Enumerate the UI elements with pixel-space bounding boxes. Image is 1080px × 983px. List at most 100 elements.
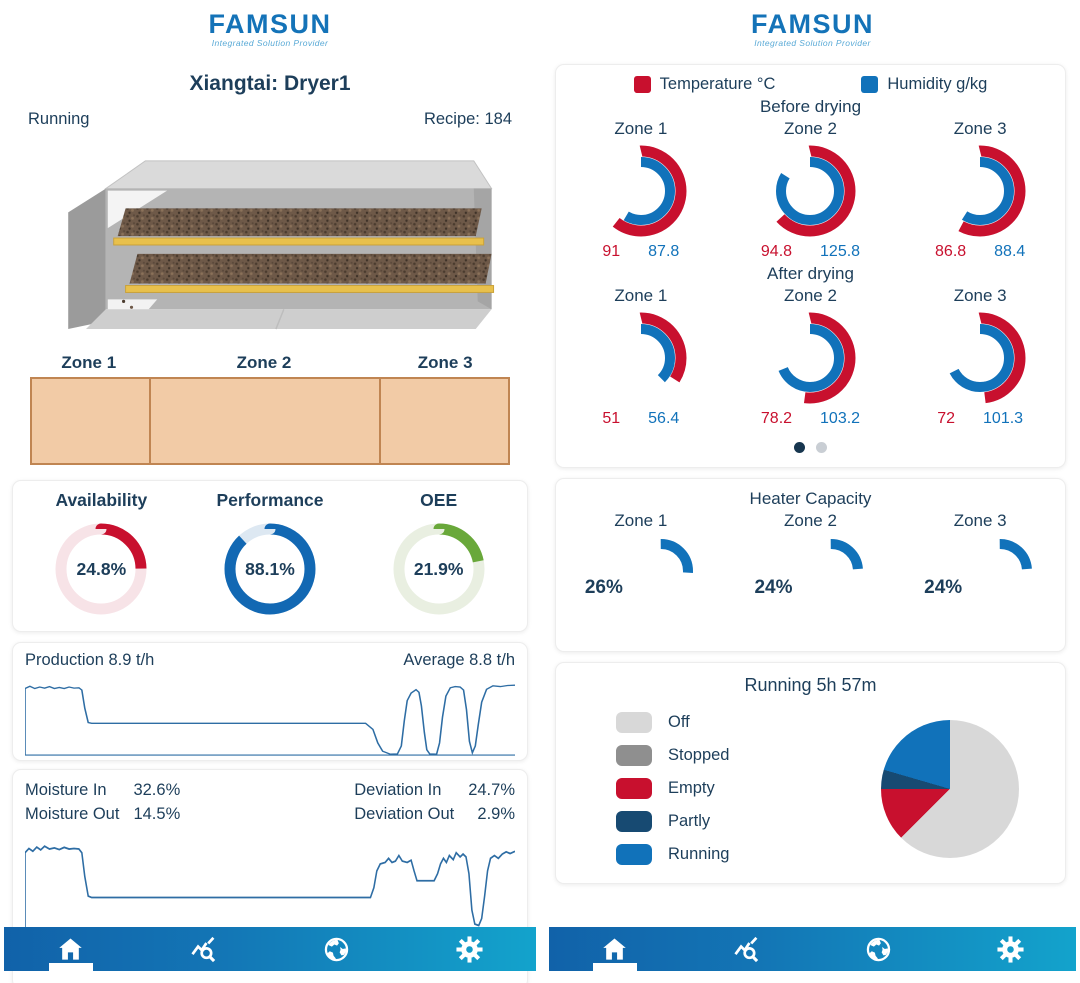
legend-label: Humidity g/kg <box>887 75 988 93</box>
zone-label: Zone 2 <box>784 286 837 305</box>
partly-swatch-icon <box>616 811 652 832</box>
zone-segment-2 <box>148 379 380 463</box>
heater-gauge: 24% <box>726 535 896 607</box>
donut-chart <box>55 523 147 615</box>
dryer-3d-graphic <box>44 151 496 339</box>
nav-settings-button[interactable] <box>978 927 1042 971</box>
home-icon <box>59 937 82 960</box>
heater-arc-chart <box>628 539 693 603</box>
temperature-value: 51 <box>602 410 621 427</box>
heater-zone-cell: Zone 1 26% <box>556 511 726 607</box>
heater-value: 24% <box>924 577 963 598</box>
nav-trends-button[interactable] <box>715 927 779 971</box>
legend-label: Running <box>668 845 730 863</box>
humidity-value: 56.4 <box>648 410 680 427</box>
legend-item-stopped: Stopped <box>616 745 881 766</box>
temperature-swatch-icon <box>633 76 651 93</box>
performance-metric: Performance 88.1% <box>186 490 355 621</box>
production-average-label: Average 8.8 t/h <box>403 651 515 669</box>
trends-search-icon <box>734 936 759 962</box>
metric-label: OEE <box>420 490 458 510</box>
zone-label: Zone 1 <box>614 286 668 305</box>
zone-label: Zone 2 <box>784 119 837 138</box>
running-pie-chart <box>881 719 1019 858</box>
gauge-zone-cell: Zone 1 91 87.8 <box>556 119 726 261</box>
gauge-legend: Temperature °C Humidity g/kg <box>556 75 1065 94</box>
temperature-value: 94.8 <box>760 243 793 260</box>
gauge-zone-cell: Zone 3 86.8 88.4 <box>895 119 1065 261</box>
off-swatch-icon <box>616 712 652 733</box>
brand-logo: FAMSUN Integrated Solution Provider <box>545 0 1080 64</box>
nav-home-button[interactable] <box>583 927 647 971</box>
metric-label: Performance <box>216 490 324 510</box>
carousel-pagination <box>556 428 1065 465</box>
nav-settings-button[interactable] <box>438 927 502 971</box>
brand-tagline: Integrated Solution Provider <box>754 38 871 48</box>
legend-label: Stopped <box>668 746 730 764</box>
oee-donut: 21.9% <box>387 517 491 621</box>
availability-donut: 24.8% <box>49 517 153 621</box>
nav-globe-button[interactable] <box>305 927 369 971</box>
gauge-values: 94.8 125.8 <box>726 243 896 261</box>
metric-label: Availability <box>55 490 148 510</box>
heater-arc-chart <box>798 539 863 603</box>
moisture-header: Moisture In 32.6% Moisture Out 14.5% Dev… <box>25 778 515 826</box>
production-line-chart <box>25 684 515 756</box>
stopped-swatch-icon <box>616 745 652 766</box>
humidity-value: 101.3 <box>983 410 1024 427</box>
status-row: Running Recipe: 184 <box>0 110 540 129</box>
brand-tagline: Integrated Solution Provider <box>211 38 329 48</box>
legend-humidity: Humidity g/kg <box>861 75 987 94</box>
deviation-in-value: 24.7% <box>468 781 515 799</box>
trends-search-icon <box>191 936 216 962</box>
pagination-dot[interactable] <box>816 442 827 453</box>
pagination-dot-active[interactable] <box>794 442 805 453</box>
moisture-in-label: Moisture In <box>25 781 107 799</box>
zone-label: Zone 2 <box>784 511 837 530</box>
humidity-value: 103.2 <box>820 410 861 427</box>
nav-globe-button[interactable] <box>846 927 910 971</box>
before-drying-title: Before drying <box>759 97 862 116</box>
zone-label: Zone 1 <box>61 353 117 372</box>
gauge-values: 91 87.8 <box>556 243 726 261</box>
deviation-out-value: 2.9% <box>477 805 515 823</box>
heater-gauge: 24% <box>895 535 1065 607</box>
temp-humidity-gauge <box>595 145 687 237</box>
legend-label: Off <box>668 713 690 731</box>
dryer-overview-panel: FAMSUN Integrated Solution Provider Xian… <box>0 0 540 983</box>
temp-humidity-gauge <box>934 312 1026 404</box>
gauge-values: 78.2 103.2 <box>726 410 896 428</box>
brand-logo-text: FAMSUN <box>751 9 874 39</box>
production-label: Production 8.9 t/h <box>25 651 155 669</box>
globe-icon <box>324 937 349 961</box>
nav-home-button[interactable] <box>39 927 103 971</box>
settings-gear-icon <box>456 935 483 963</box>
heater-zone-cell: Zone 3 24% <box>895 511 1065 607</box>
temp-humidity-gauge <box>934 145 1026 237</box>
brand-logo: FAMSUN Integrated Solution Provider <box>0 0 540 64</box>
deviation-out-label: Deviation Out <box>354 805 455 823</box>
oee-metrics-card: Availability 24.8% Performance 88.1 <box>12 480 528 632</box>
zone-segment-3 <box>379 379 508 463</box>
dryer-zone-bar <box>30 377 510 465</box>
performance-donut: 88.1% <box>218 517 322 621</box>
recipe-label: Recipe: 184 <box>423 110 512 128</box>
humidity-value: 125.8 <box>820 243 861 260</box>
gauge-zone-cell: Zone 3 72 101.3 <box>895 286 1065 428</box>
globe-icon <box>866 937 891 961</box>
temp-humidity-gauge <box>764 312 856 404</box>
temperature-value: 72 <box>937 410 956 427</box>
brand-logo-text: FAMSUN <box>208 9 332 39</box>
temperature-value: 78.2 <box>760 410 793 427</box>
heater-arc-chart <box>968 539 1033 603</box>
bottom-navigation <box>4 927 536 971</box>
nav-trends-button[interactable] <box>172 927 236 971</box>
moisture-out-value: 14.5% <box>133 805 181 823</box>
gauge-values: 72 101.3 <box>895 410 1065 428</box>
gauge-zone-cell: Zone 2 94.8 125.8 <box>726 119 896 261</box>
production-card: Production 8.9 t/h Average 8.8 t/h <box>12 642 528 761</box>
status-badge: Running <box>28 110 90 128</box>
deviation-values-group: Deviation In 24.7% Deviation Out 2.9% <box>354 778 515 826</box>
settings-gear-icon <box>997 935 1024 963</box>
